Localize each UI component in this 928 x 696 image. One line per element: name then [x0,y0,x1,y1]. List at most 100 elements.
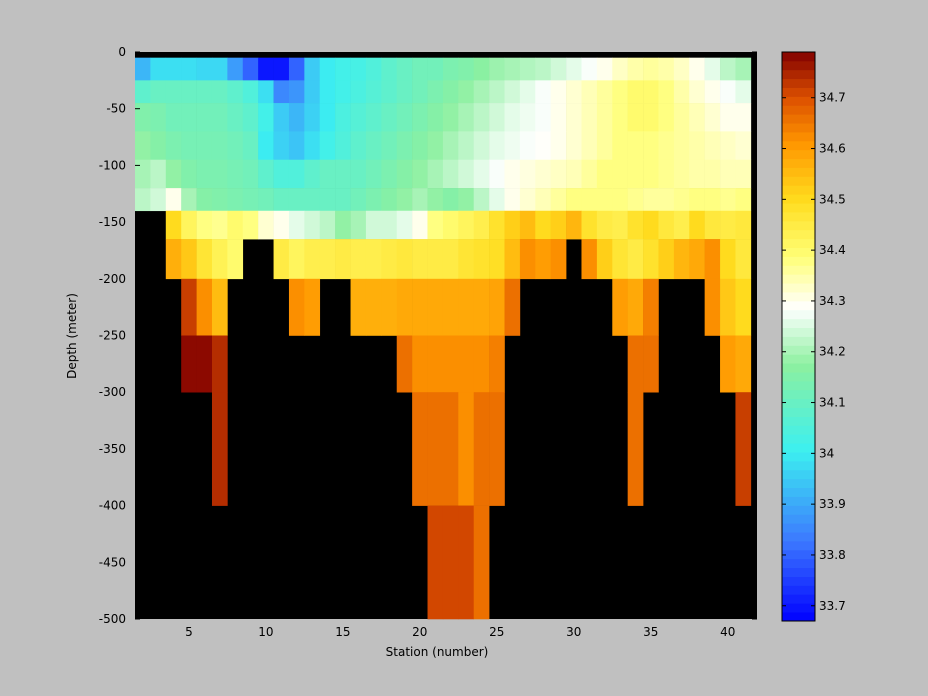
colorbar-swatch [782,576,815,586]
heatmap-cell [181,57,197,81]
heatmap-cell [596,80,613,104]
heatmap-cell [165,239,182,280]
heatmap-cell [350,210,367,240]
heatmap-cell [442,57,459,81]
heatmap-cell [442,188,459,212]
heatmap-cell [181,278,197,336]
heatmap-cell [658,103,675,132]
heatmap-cell [581,239,598,280]
colorbar-swatch [782,123,815,133]
colorbar-swatch [782,505,815,515]
heatmap-cell [720,278,736,336]
heatmap-cell [150,57,167,81]
heatmap-cell [335,188,351,212]
heatmap-cell [658,80,675,104]
colorbar-tick-label: 34.4 [819,243,846,257]
colorbar-swatch [782,380,815,391]
heatmap-cell [288,159,305,189]
heatmap-cell [181,188,197,212]
heatmap-cell [504,131,521,161]
heatmap-cell [181,210,197,240]
colorbar-swatch [782,469,815,480]
heatmap-cell [643,335,659,393]
x-tick-label: 20 [412,625,427,639]
heatmap-cell [319,131,336,161]
colorbar-swatch [782,345,815,355]
heatmap-cell [643,131,659,161]
heatmap-cell [381,210,398,240]
heatmap-cell [519,239,536,280]
heatmap-cell [566,210,582,240]
heatmap-cell [258,159,274,189]
heatmap-cell [196,210,213,240]
heatmap-cell [135,159,151,189]
heatmap-cell [288,103,305,132]
colorbar-swatch [782,567,815,577]
heatmap-cell [196,188,213,212]
heatmap-cell [319,103,336,132]
heatmap-cell [596,188,613,212]
heatmap-cell [550,188,567,212]
colorbar-tick-label: 33.9 [819,497,846,511]
heatmap-cell [581,57,598,81]
colorbar-swatch [782,247,815,257]
heatmap-cell [319,188,336,212]
heatmap-cell [412,80,428,104]
heatmap-cell [627,392,644,506]
heatmap-cell [196,159,213,189]
heatmap-cell [365,57,382,81]
heatmap-cell [489,57,505,81]
heatmap-cell [304,131,321,161]
heatmap-cell [735,57,752,81]
x-axis-label: Station (number) [386,645,489,659]
heatmap-cell [427,188,444,212]
heatmap-cell [581,188,598,212]
heatmap-cell [211,103,228,132]
heatmap-cell [427,103,444,132]
heatmap-cell [566,159,582,189]
heatmap-cell [627,239,644,280]
heatmap-cell [412,131,428,161]
heatmap-cell [365,103,382,132]
colorbar-swatch [782,496,815,506]
heatmap-cell [689,159,705,189]
heatmap-cell [504,80,521,104]
y-axis-label: Depth (meter) [65,293,79,379]
heatmap-cell [135,131,151,161]
heatmap-cell [365,131,382,161]
heatmap-cell [519,159,536,189]
heatmap-cell [227,131,244,161]
heatmap-cell [442,335,459,393]
heatmap-cell [612,159,628,189]
heatmap-cell [396,159,413,189]
heatmap-cell [720,131,736,161]
heatmap-cell [473,335,490,393]
heatmap-cell [458,80,475,104]
colorbar [781,51,816,622]
heatmap-cell [704,210,721,240]
heatmap-cell [196,80,213,104]
heatmap-cell [643,188,659,212]
heatmap-cell [720,80,736,104]
heatmap-cell [535,103,551,132]
heatmap-cell [596,57,613,81]
heatmap-cell [242,103,259,132]
colorbar-swatch [782,158,815,168]
heatmap-cell [489,392,505,506]
heatmap-cell [165,210,182,240]
colorbar-swatch [782,443,815,453]
colorbar-swatch [782,407,815,417]
heatmap-cell [519,103,536,132]
heatmap-cell [581,103,598,132]
heatmap-cell [335,103,351,132]
heatmap-cell [458,335,475,393]
heatmap-cell [365,188,382,212]
heatmap-cell [227,103,244,132]
heatmap-cell [396,278,413,336]
heatmap-cell [242,188,259,212]
heatmap-cell [365,80,382,104]
heatmap-cell [412,239,428,280]
heatmap-cell [181,80,197,104]
heatmap-cell [473,159,490,189]
heatmap-cell [720,188,736,212]
